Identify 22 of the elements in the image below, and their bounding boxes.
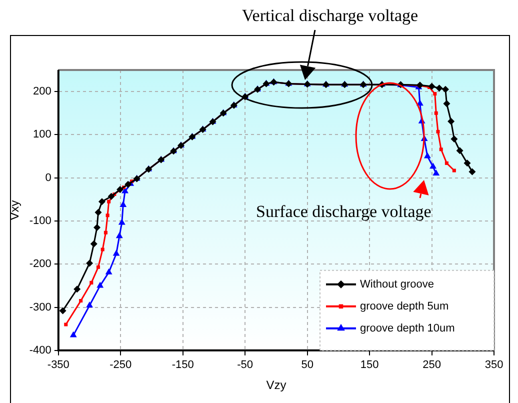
y-tick-label: -100 [29, 215, 52, 228]
y-tick-label: 200 [33, 86, 52, 98]
y-axis-title: Vxy [8, 200, 22, 220]
x-tick-label: 50 [301, 359, 314, 372]
y-tick-label: -200 [29, 258, 52, 270]
y-tick-label: 0 [45, 172, 52, 184]
annotation: Surface discharge voltage [256, 202, 432, 222]
y-tick-label: -400 [29, 344, 52, 356]
x-tick-label: -250 [110, 359, 132, 372]
legend-label: groove depth 10um [360, 322, 455, 334]
x-tick-label: -50 [237, 359, 254, 372]
text: Vertical discharge voltage [240, 6, 420, 26]
legend-label: groove depth 5um [360, 300, 449, 312]
x-axis-title: Vzy [266, 378, 286, 392]
x-tick-label: -350 [47, 359, 70, 372]
y-tick-label: -300 [29, 301, 52, 314]
legend-label: Without groove [360, 278, 434, 290]
x-tick-label: 250 [422, 359, 441, 372]
y-tick-label: 100 [33, 128, 52, 141]
x-tick-label: 350 [484, 359, 504, 372]
x-tick-label: -150 [172, 359, 194, 372]
x-tick-label: 150 [360, 359, 379, 372]
